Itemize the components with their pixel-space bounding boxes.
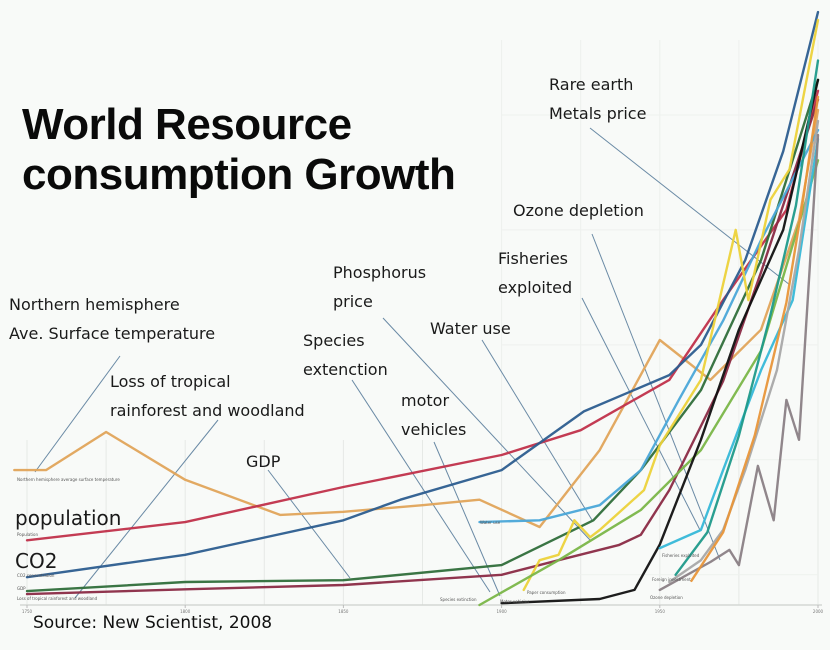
series-line-northern-hemisphere-average-surface-temperature xyxy=(13,108,820,529)
series-line-gdp xyxy=(25,78,820,593)
annotation-leader-line xyxy=(267,469,351,579)
series-line-foreign-direct-investment xyxy=(668,119,820,584)
source-caption: Source: New Scientist, 2008 xyxy=(33,613,273,633)
x-axis: 1750 1800 1850 1900 1950 2000 xyxy=(20,604,824,614)
annotation-leader-line xyxy=(433,441,501,597)
annotation-water: Water use xyxy=(430,319,511,338)
annotation-population: population xyxy=(15,506,122,530)
series-line-motor-vehicles xyxy=(500,78,820,605)
small-label-rainforest: Loss of tropical rainforest and woodland xyxy=(17,596,98,601)
annotation-rainforest: Loss of tropical rainforest and woodland xyxy=(110,372,305,420)
series-lines xyxy=(13,10,820,607)
series-line-ozone-depletion xyxy=(658,133,820,592)
x-tick-label: 1950 xyxy=(655,609,666,614)
annotation-temperature: Northern hemisphere Ave. Surface tempera… xyxy=(9,295,216,343)
annotation-leaders xyxy=(34,127,791,599)
annotation-leader-line xyxy=(382,317,591,541)
series-line-population xyxy=(25,89,820,542)
annotation-ozone: Ozone depletion xyxy=(513,201,644,220)
series-line-loss-of-tropical-rainforest-and-woodland xyxy=(25,98,820,596)
series-line-phosphorus-price xyxy=(674,59,820,576)
annotation-leader-line xyxy=(481,339,593,521)
small-label-temperature: Northern hemisphere average surface temp… xyxy=(17,477,120,482)
annotation-rare-earth: Rare earth Metals price xyxy=(549,75,647,123)
x-tick-label: 2000 xyxy=(813,609,824,614)
small-label-gdp: GDP xyxy=(17,586,26,591)
annotation-leader-line xyxy=(74,419,219,599)
annotation-leader-line xyxy=(351,379,491,593)
small-label-species: Species extinction xyxy=(440,597,477,602)
series-line-rare-earth-metals-price xyxy=(690,95,820,582)
x-tick-label: 1750 xyxy=(22,609,33,614)
small-label-fisheries: Fisheries exploited xyxy=(662,553,700,558)
title-line-1: World Resource xyxy=(22,100,352,149)
chart-title: World Resource consumption Growth xyxy=(22,100,456,200)
title-line-2: consumption Growth xyxy=(22,150,456,199)
annotation-gdp: GDP xyxy=(246,452,281,471)
series-line-paper-consumption xyxy=(522,18,820,592)
small-label-population: Population xyxy=(17,532,39,537)
annotation-species: Species extenction xyxy=(303,331,388,379)
small-label-water: Water use xyxy=(480,520,501,525)
small-label-foreign: Foreign investment xyxy=(652,577,691,582)
annotation-leader-line xyxy=(591,233,721,561)
small-label-motor: Motor vehicles xyxy=(500,599,530,604)
annotation-phosphorus: Phosphorus price xyxy=(333,263,427,311)
annotation-fisheries: Fisheries exploited xyxy=(498,249,573,297)
annotation-leader-line xyxy=(34,355,121,473)
annotation-co2: CO2 xyxy=(15,549,58,573)
series-line-co2-concentration xyxy=(25,10,820,579)
x-tick-label: 1900 xyxy=(497,609,508,614)
grid xyxy=(26,40,819,605)
small-label-co2: CO2 concentration xyxy=(17,573,55,578)
annotation-motor: motor vehicles xyxy=(401,391,467,439)
x-tick-label: 1850 xyxy=(338,609,349,614)
small-label-paper: Paper consumption xyxy=(527,590,566,595)
x-tick-label: 1800 xyxy=(180,609,191,614)
small-label-ozone: Ozone depletion xyxy=(650,595,683,600)
series-line-water-use xyxy=(478,128,820,524)
